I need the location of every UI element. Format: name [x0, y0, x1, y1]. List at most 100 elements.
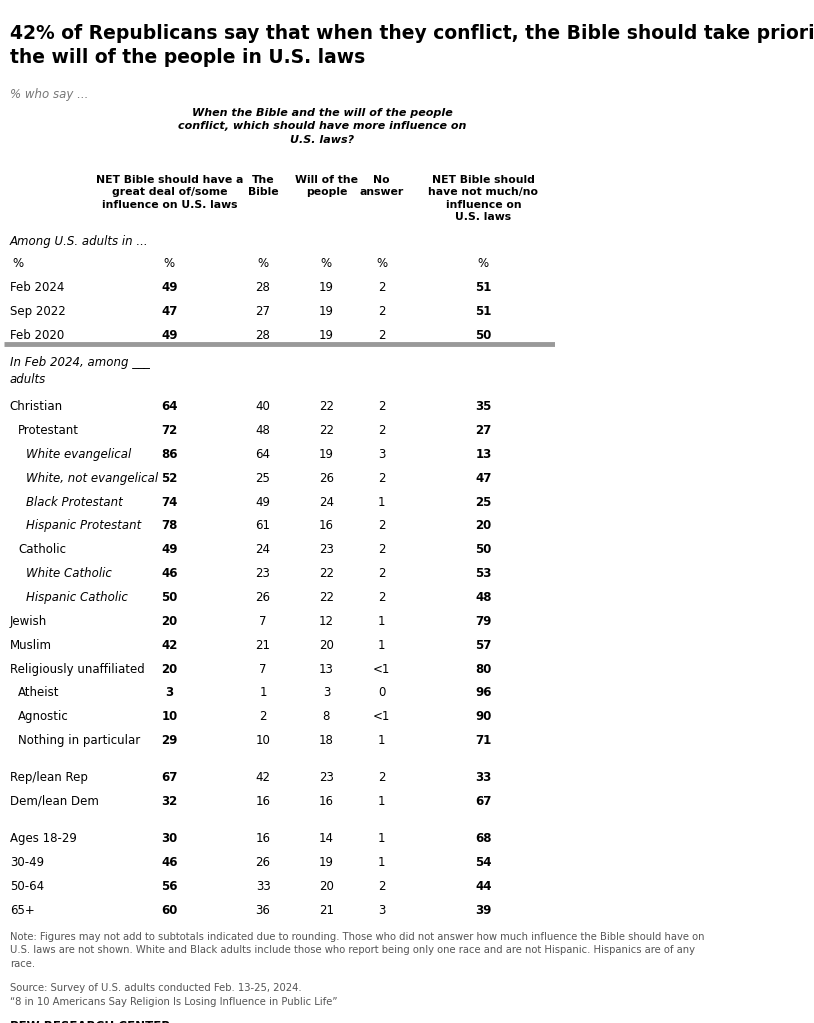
Text: Source: Survey of U.S. adults conducted Feb. 13-25, 2024.
“8 in 10 Americans Say: Source: Survey of U.S. adults conducted …	[10, 983, 337, 1007]
Text: 10: 10	[256, 735, 270, 747]
Text: 21: 21	[256, 638, 270, 652]
Text: 78: 78	[161, 520, 177, 532]
Text: Dem/lean Dem: Dem/lean Dem	[10, 795, 98, 808]
Text: 23: 23	[319, 771, 334, 784]
Text: 19: 19	[319, 328, 334, 342]
Text: 0: 0	[378, 686, 385, 700]
Text: 1: 1	[378, 735, 385, 747]
Text: Atheist: Atheist	[18, 686, 59, 700]
Text: 46: 46	[161, 567, 177, 580]
Text: 2: 2	[378, 280, 385, 294]
Text: 13: 13	[319, 663, 334, 675]
Text: Black Protestant: Black Protestant	[26, 495, 123, 508]
Text: 2: 2	[378, 400, 385, 413]
Text: Hispanic Catholic: Hispanic Catholic	[26, 591, 128, 604]
Text: Religiously unaffiliated: Religiously unaffiliated	[10, 663, 144, 675]
Text: 16: 16	[256, 832, 270, 845]
Text: 2: 2	[378, 771, 385, 784]
Text: Agnostic: Agnostic	[18, 710, 68, 723]
Text: 19: 19	[319, 856, 334, 869]
Text: 50: 50	[475, 543, 492, 557]
Text: 27: 27	[475, 424, 492, 437]
Text: 1: 1	[260, 686, 267, 700]
Text: Christian: Christian	[10, 400, 63, 413]
Text: 28: 28	[256, 328, 270, 342]
Text: 53: 53	[475, 567, 492, 580]
Text: 2: 2	[378, 424, 385, 437]
Text: 39: 39	[475, 903, 492, 917]
Text: 86: 86	[161, 448, 177, 460]
Text: 2: 2	[378, 880, 385, 893]
Text: 47: 47	[475, 472, 492, 485]
Text: 1: 1	[378, 856, 385, 869]
Text: 61: 61	[256, 520, 270, 532]
Text: 72: 72	[161, 424, 177, 437]
Text: 1: 1	[378, 795, 385, 808]
Text: %: %	[257, 257, 269, 270]
Text: Protestant: Protestant	[18, 424, 79, 437]
Text: 3: 3	[322, 686, 330, 700]
Text: 25: 25	[256, 472, 270, 485]
Text: %: %	[12, 257, 24, 270]
Text: %: %	[321, 257, 332, 270]
Text: 57: 57	[475, 638, 492, 652]
Text: 23: 23	[256, 567, 270, 580]
Text: 16: 16	[256, 795, 270, 808]
Text: %: %	[376, 257, 387, 270]
Text: 22: 22	[319, 567, 334, 580]
Text: 20: 20	[475, 520, 492, 532]
Text: Will of the
people: Will of the people	[295, 175, 358, 197]
Text: 13: 13	[475, 448, 492, 460]
Text: 54: 54	[475, 856, 492, 869]
Text: 79: 79	[475, 615, 492, 628]
Text: NET Bible should have a
great deal of/some
influence on U.S. laws: NET Bible should have a great deal of/so…	[96, 175, 243, 210]
Text: Catholic: Catholic	[18, 543, 66, 557]
Text: 33: 33	[256, 880, 270, 893]
Text: 60: 60	[161, 903, 177, 917]
Text: No
answer: No answer	[359, 175, 404, 197]
Text: 3: 3	[378, 903, 385, 917]
Text: 22: 22	[319, 424, 334, 437]
Text: 32: 32	[161, 795, 177, 808]
Text: 50: 50	[475, 328, 492, 342]
Text: Sep 2022: Sep 2022	[10, 305, 65, 318]
Text: 27: 27	[256, 305, 270, 318]
Text: 24: 24	[256, 543, 270, 557]
Text: 1: 1	[378, 832, 385, 845]
Text: 48: 48	[475, 591, 492, 604]
Text: 26: 26	[319, 472, 334, 485]
Text: 47: 47	[161, 305, 177, 318]
Text: 2: 2	[378, 472, 385, 485]
Text: 3: 3	[378, 448, 385, 460]
Text: 28: 28	[256, 280, 270, 294]
Text: 2: 2	[378, 567, 385, 580]
Text: 14: 14	[319, 832, 334, 845]
Text: 19: 19	[319, 280, 334, 294]
Text: 1: 1	[378, 495, 385, 508]
Text: 67: 67	[161, 771, 177, 784]
Text: 19: 19	[319, 305, 334, 318]
Text: 10: 10	[161, 710, 177, 723]
Text: 1: 1	[378, 638, 385, 652]
Text: 21: 21	[319, 903, 334, 917]
Text: In Feb 2024, among ___
adults: In Feb 2024, among ___ adults	[10, 356, 150, 386]
Text: 29: 29	[161, 735, 177, 747]
Text: 50: 50	[161, 591, 177, 604]
Text: 51: 51	[475, 305, 492, 318]
Text: %: %	[478, 257, 489, 270]
Text: Jewish: Jewish	[10, 615, 47, 628]
Text: 40: 40	[256, 400, 270, 413]
Text: % who say ...: % who say ...	[10, 88, 88, 101]
Text: 3: 3	[165, 686, 173, 700]
Text: 7: 7	[260, 615, 267, 628]
Text: 20: 20	[161, 615, 177, 628]
Text: White Catholic: White Catholic	[26, 567, 112, 580]
Text: 20: 20	[319, 638, 334, 652]
Text: 51: 51	[475, 280, 492, 294]
Text: %: %	[164, 257, 175, 270]
Text: 65+: 65+	[10, 903, 34, 917]
Text: 18: 18	[319, 735, 334, 747]
Text: White, not evangelical: White, not evangelical	[26, 472, 159, 485]
Text: 64: 64	[161, 400, 177, 413]
Text: 74: 74	[161, 495, 177, 508]
